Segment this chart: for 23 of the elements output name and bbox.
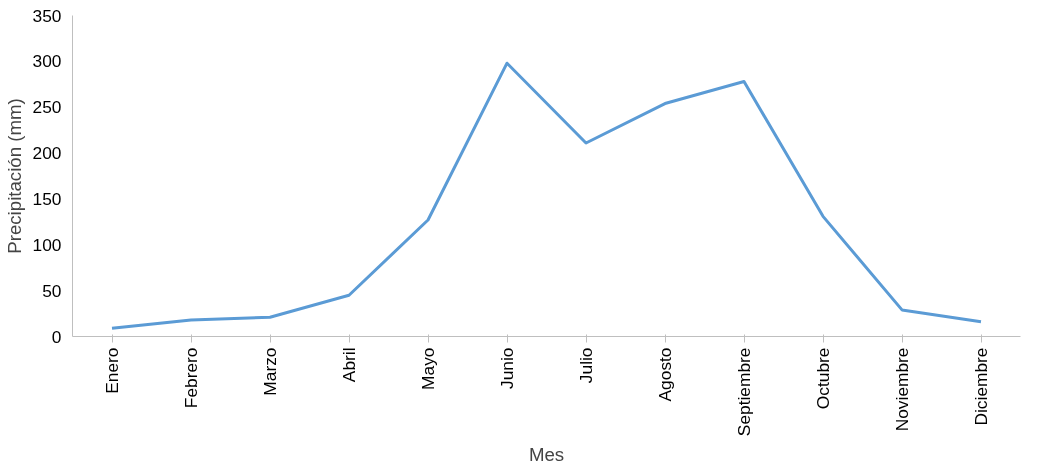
y-tick-label: 150	[32, 188, 62, 209]
x-tick-label: Mayo	[418, 347, 438, 390]
y-axis-title: Precipitación (mm)	[3, 98, 25, 254]
y-tick-label: 250	[32, 97, 62, 118]
line-series	[110, 61, 983, 330]
y-tick-label: 350	[32, 5, 62, 26]
x-tick-label: Febrero	[181, 347, 201, 409]
y-tick-label: 200	[32, 143, 62, 164]
y-tick-label: 100	[32, 234, 62, 255]
x-tick-label: Abril	[339, 347, 359, 383]
x-tick-label: Agosto	[655, 347, 675, 402]
x-tick-label: Enero	[102, 347, 122, 394]
y-tick-label: 50	[42, 280, 62, 301]
y-tick-label: 300	[32, 51, 62, 72]
x-tick-label: Marzo	[260, 347, 280, 396]
x-tick-label: Octubre	[813, 347, 833, 410]
x-tick-label: Junio	[497, 347, 517, 389]
x-tick-label: Diciembre	[971, 347, 991, 426]
y-tick-label: 0	[51, 326, 62, 347]
x-tick-label: Septiembre	[734, 347, 754, 437]
x-tick-label: Julio	[576, 347, 596, 384]
x-tick-label: Noviembre	[892, 347, 912, 432]
x-axis-title: Mes	[528, 444, 565, 466]
